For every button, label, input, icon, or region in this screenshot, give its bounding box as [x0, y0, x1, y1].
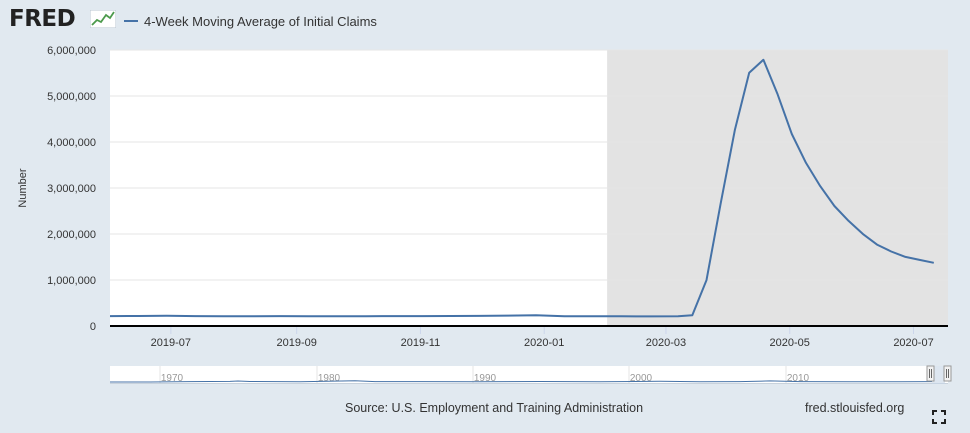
legend-series-swatch — [124, 20, 138, 22]
fred-chart-icon — [90, 10, 116, 28]
y-axis-label: Number — [17, 168, 29, 207]
navigator-tick-label: 2010 — [787, 373, 810, 384]
fred-logo[interactable]: FRED — [9, 6, 76, 32]
grid-lines — [110, 49, 948, 281]
navigator-tick-label: 2000 — [630, 373, 653, 384]
y-axis: 0 1,000,000 2,000,000 3,000,000 4,000,000 5,0… — [47, 45, 96, 333]
y-tick-label: 3,000,000 — [47, 183, 96, 195]
range-navigator[interactable]: 1970 1980 1990 2000 2010 — [110, 365, 952, 384]
x-tick-label: 2020-03 — [646, 337, 686, 349]
source-note: Source: U.S. Employment and Training Adm… — [345, 401, 644, 415]
navigator-tick-label: 1970 — [161, 373, 184, 384]
site-link[interactable]: fred.stlouisfed.org — [805, 401, 905, 415]
x-axis: 2019-07 2019-09 2019-11 2020-01 2020-03 2020-… — [151, 326, 934, 349]
navigator-tick-label: 1990 — [474, 373, 497, 384]
y-tick-label: 6,000,000 — [47, 45, 96, 57]
series-line[interactable] — [109, 58, 935, 318]
navigator-right-handle[interactable] — [943, 365, 952, 382]
legend-series-label: 4-Week Moving Average of Initial Claims — [144, 13, 377, 29]
navigator-track — [110, 366, 948, 384]
x-tick-label: 2020-01 — [524, 337, 564, 349]
y-tick-label: 2,000,000 — [47, 229, 96, 241]
navigator-series — [110, 380, 933, 383]
y-tick-label: 1,000,000 — [47, 275, 96, 287]
x-tick-label: 2020-07 — [893, 337, 933, 349]
y-tick-label: 4,000,000 — [47, 137, 96, 149]
chart-legend[interactable]: 4-Week Moving Average of Initial Claims — [124, 12, 377, 30]
x-tick-label: 2019-07 — [151, 337, 191, 349]
navigator-selection[interactable] — [932, 366, 945, 384]
x-tick-label: 2020-05 — [770, 337, 810, 349]
x-tick-label: 2019-09 — [276, 337, 316, 349]
x-tick-label: 2019-11 — [401, 337, 441, 349]
y-tick-label: 0 — [90, 321, 96, 333]
expand-icon[interactable] — [932, 410, 946, 424]
navigator-tick-label: 1980 — [318, 373, 341, 384]
y-tick-label: 5,000,000 — [47, 91, 96, 103]
navigator-left-handle[interactable] — [926, 365, 935, 382]
